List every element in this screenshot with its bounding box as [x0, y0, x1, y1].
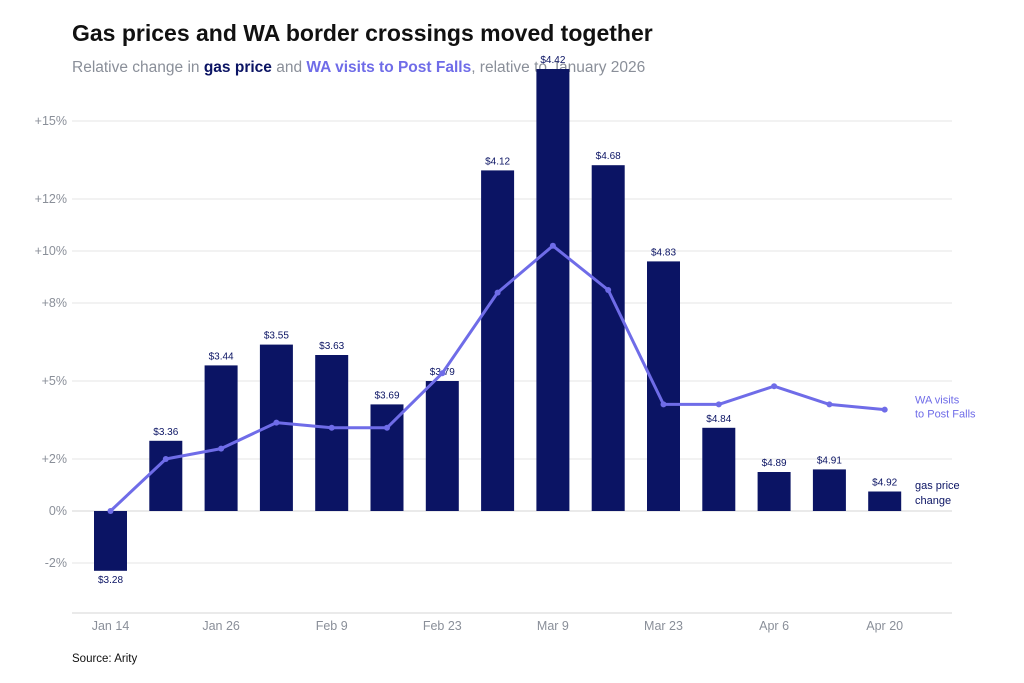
bar-data-label: $3.69: [374, 390, 399, 401]
bar-data-label: $4.68: [596, 151, 621, 162]
wa-visits-series-label: to Post Falls: [915, 409, 976, 421]
wa-visits-series-label: WA visits: [915, 395, 960, 407]
gas-price-bar: [702, 427, 736, 511]
gas-price-bar: [647, 261, 680, 511]
x-tick-label: Jan 26: [202, 619, 240, 633]
gas-price-bar: [94, 511, 127, 571]
gas-price-bar: [868, 491, 902, 511]
wa-visits-point: [715, 401, 722, 408]
y-tick-label: +12%: [35, 192, 67, 206]
wa-visits-point: [549, 242, 556, 249]
y-tick-label: +15%: [35, 114, 67, 128]
subtitle-gas-key: gas price: [203, 59, 272, 76]
gas-price-bar: [425, 381, 459, 511]
bar-data-label: $4.12: [485, 156, 510, 167]
gas-price-bar: [149, 440, 183, 511]
x-tick-label: Feb 9: [316, 619, 348, 633]
wa-visits-point: [162, 456, 169, 462]
bar-data-label: $4.42: [540, 55, 565, 66]
bar-data-label: $4.91: [817, 455, 842, 466]
wa-visits-point: [439, 370, 446, 377]
gas-price-bar: [591, 165, 625, 511]
wa-visits-point: [107, 508, 114, 514]
x-tick-label: Jan 14: [92, 619, 130, 633]
gas-price-series-label: change: [915, 495, 951, 507]
chart-subtitle: Relative change in gas price and WA visi…: [72, 59, 645, 77]
bar-data-label: $3.44: [209, 351, 234, 362]
bar-data-label: $4.83: [651, 247, 676, 258]
bar-series: [94, 69, 902, 571]
subtitle-wa-key: WA visits to Post Falls: [306, 59, 472, 76]
bar-data-label: $4.92: [872, 478, 897, 489]
bar-data-label: $3.28: [98, 575, 123, 586]
y-tick-label: +8%: [42, 296, 67, 310]
x-tick-label: Mar 9: [537, 619, 569, 633]
chart-title: Gas prices and WA border crossings moved…: [72, 20, 653, 46]
bar-data-label: $3.36: [153, 427, 178, 438]
subtitle-prefix: Relative change in: [72, 59, 204, 76]
gas-price-bar: [757, 472, 791, 511]
wa-visits-point: [881, 406, 888, 413]
source-note: Source: Arity: [72, 653, 138, 665]
y-tick-label: +10%: [35, 244, 67, 258]
subtitle-suffix: , relative to January 2026: [471, 59, 646, 76]
wa-visits-point: [273, 419, 280, 426]
wa-visits-point: [771, 383, 778, 390]
wa-visits-point: [328, 424, 335, 431]
gas-price-bar: [536, 69, 570, 511]
gas-price-bar: [315, 355, 349, 511]
line-series: [107, 242, 888, 514]
bar-data-label: $3.63: [319, 341, 344, 352]
gas-price-bar: [812, 469, 846, 511]
wa-visits-point: [384, 424, 390, 431]
x-tick-label: Apr 6: [759, 619, 789, 633]
y-tick-label: +2%: [42, 452, 67, 466]
x-tick-label: Feb 23: [423, 619, 462, 633]
wa-visits-point: [605, 287, 612, 293]
wa-visits-point: [660, 401, 667, 408]
y-tick-label: +5%: [42, 374, 67, 388]
wa-visits-point: [494, 289, 501, 296]
subtitle-mid: and: [271, 59, 307, 76]
gas-price-bar: [204, 365, 238, 511]
bar-data-label: $4.84: [706, 414, 731, 425]
bar-data-label: $3.55: [264, 331, 289, 342]
x-tick-label: Mar 23: [644, 619, 683, 633]
wa-visits-point: [826, 401, 833, 408]
x-axis: Jan 14 Jan 26 Feb 9 Feb 23 Mar 9 Mar 23 Apr 6 A…: [72, 612, 952, 633]
gas-price-bar: [370, 404, 404, 511]
y-tick-label: 0%: [49, 504, 67, 518]
bar-data-label: $4.89: [762, 458, 787, 469]
x-tick-label: Apr 20: [866, 619, 903, 633]
y-axis: -2% +2% +5% +8% +10% +12% +15% 0%: [35, 114, 67, 570]
gas-price-bar: [481, 170, 515, 511]
gas-price-series-label: gas price: [915, 480, 960, 492]
y-tick-label: -2%: [45, 556, 67, 570]
series-labels: WA visits to Post Falls gas price change: [915, 395, 976, 507]
wa-visits-point: [218, 445, 225, 452]
